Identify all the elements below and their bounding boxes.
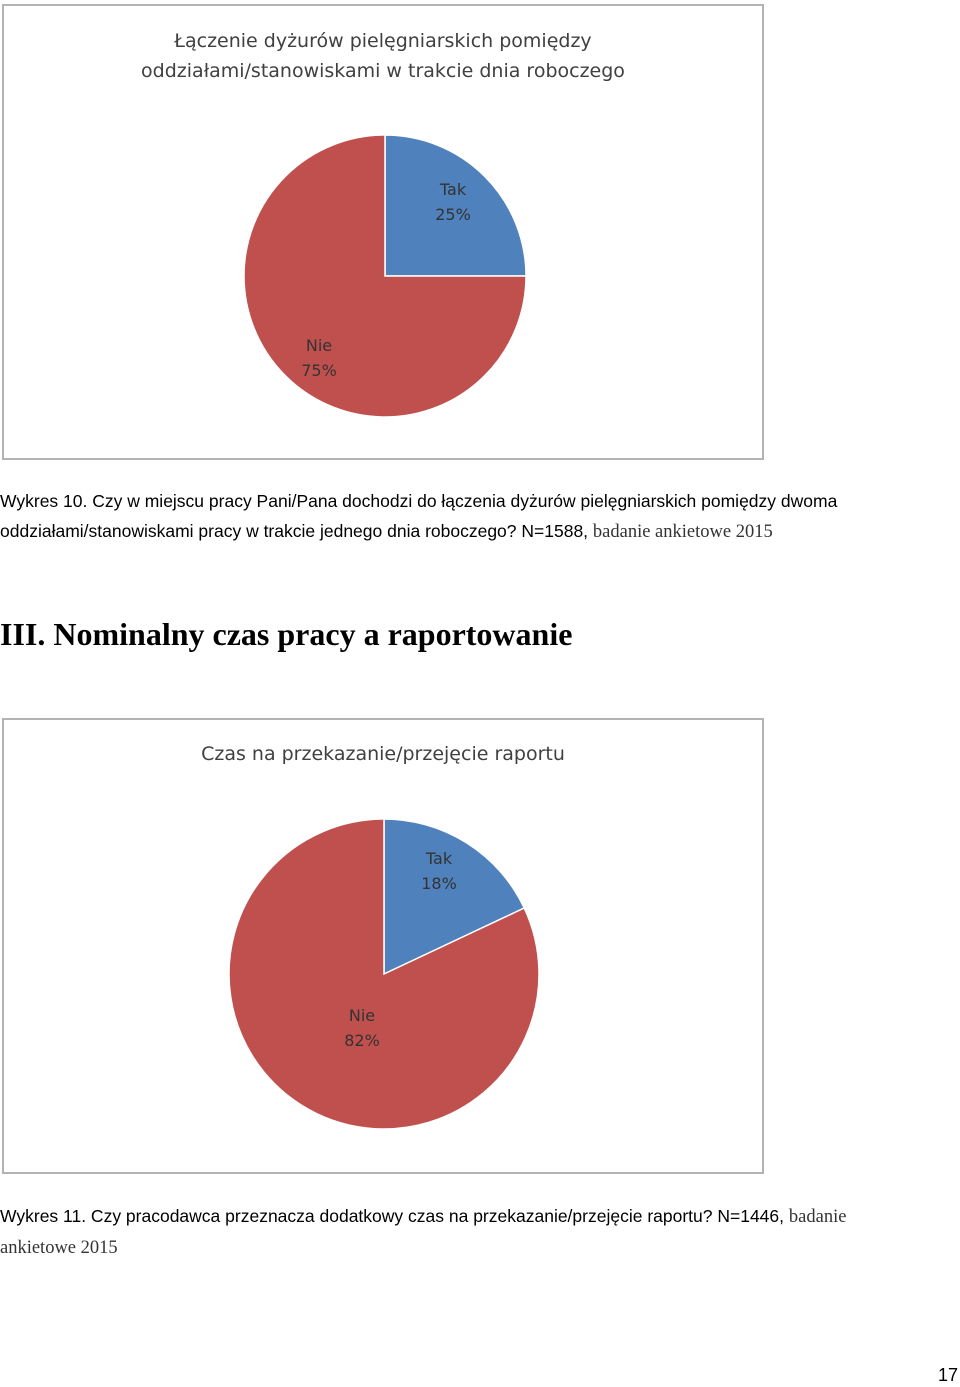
chart-1-title-line-2: oddziałami/stanowiskami w trakcie dnia r… xyxy=(141,60,625,82)
caption-wykres-11-source-b: ankietowe 2015 xyxy=(0,1238,118,1258)
chart-2-slice-nie xyxy=(228,818,540,1130)
chart-1-svg: Tak 25% Nie 75% xyxy=(243,134,527,418)
chart-2-title: Czas na przekazanie/przejęcie raportu xyxy=(201,743,565,765)
chart-1-title-line-1: Łączenie dyżurów pielęgniarskich pomiędz… xyxy=(174,30,592,52)
chart-1-slice-value-nie: 75% xyxy=(301,361,337,380)
chart-2-svg: Tak 18% Nie 82% xyxy=(228,818,540,1130)
chart-2-slice-value-nie: 82% xyxy=(344,1031,380,1050)
chart-2-slice-value-tak: 18% xyxy=(421,874,457,893)
caption-wykres-11: Wykres 11. Czy pracodawca przeznacza dod… xyxy=(0,1201,958,1263)
chart-1-slice-nie xyxy=(243,134,527,418)
chart-2-slice-label-tak: Tak xyxy=(425,849,453,868)
caption-wykres-10-line-1: Wykres 10. Czy w miejscu pracy Pani/Pana… xyxy=(0,491,838,511)
chart-1-frame: Łączenie dyżurów pielęgniarskich pomiędz… xyxy=(2,4,764,460)
chart-1-slice-label-nie: Nie xyxy=(306,336,332,355)
page-number: 17 xyxy=(937,1365,958,1385)
chart-1-slice-label-tak: Tak xyxy=(439,180,467,199)
caption-wykres-10-source: badanie ankietowe 2015 xyxy=(592,522,773,542)
chart-2-slice-label-nie: Nie xyxy=(349,1006,375,1025)
chart-2-slice-tak xyxy=(383,818,526,976)
chart-1-slice-tak xyxy=(384,134,527,277)
section-heading: III. Nominalny czas pracy a raportowanie xyxy=(0,616,573,652)
caption-wykres-10-line-2: oddziałami/stanowiskami pracy w trakcie … xyxy=(0,521,593,541)
caption-wykres-11-source-a: badanie xyxy=(788,1207,847,1227)
caption-wykres-10: Wykres 10. Czy w miejscu pracy Pani/Pana… xyxy=(0,486,958,547)
caption-wykres-11-line-1: Wykres 11. Czy pracodawca przeznacza dod… xyxy=(0,1206,789,1226)
chart-1-slice-value-tak: 25% xyxy=(435,205,471,224)
chart-2-frame: Czas na przekazanie/przejęcie raportu Ta… xyxy=(2,718,764,1174)
